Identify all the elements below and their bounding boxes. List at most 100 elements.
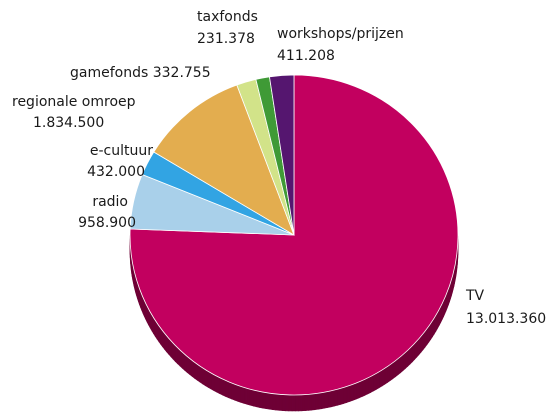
label-radio-value: 958.900 [78, 215, 136, 231]
label-workshops-value: 411.208 [277, 48, 335, 64]
slice-side-tv [349, 383, 354, 402]
pie-labels: TV 13.013.360 radio 958.900 e-cultuur 43… [12, 9, 546, 327]
slice-side-tv [272, 393, 277, 411]
slice-side-tv [405, 349, 409, 370]
slice-side-tv [166, 334, 169, 356]
label-gamefonds: gamefonds 332.755 [70, 65, 211, 81]
label-regionale-omroep-value: 1.834.500 [33, 115, 104, 131]
label-ecultuur-name: e-cultuur [90, 143, 153, 159]
slice-side-tv [381, 367, 386, 387]
slice-side-tv [358, 380, 363, 399]
slice-side-tv [314, 392, 319, 411]
slice-side-tv [355, 381, 360, 400]
slice-side-tv [231, 382, 235, 401]
slice-workshops-prijzen [269, 74, 295, 236]
label-workshops-name: workshops/prijzen [277, 26, 404, 42]
slice-side-tv [265, 392, 270, 410]
slice-side-tv [172, 342, 176, 363]
slice-side-tv [210, 372, 215, 392]
slice-side-tv [392, 360, 396, 380]
slice-side-tv [311, 393, 316, 411]
slice-side-tv [181, 351, 185, 371]
slice-side-tv [376, 371, 380, 390]
slice-side-tv [219, 377, 223, 396]
slice-side-tv [186, 355, 190, 376]
slice-side-tv [275, 393, 280, 411]
pie-slices [129, 74, 459, 396]
slice-side-tv [361, 378, 366, 398]
slice-side-tv [295, 394, 299, 412]
slice-side-tv [170, 339, 174, 360]
slice-side-tv [278, 394, 283, 411]
slice-side-tv [249, 388, 254, 407]
slice-side-tv [402, 351, 406, 372]
slice-side-tv [228, 381, 232, 400]
slice-side-tv [268, 392, 273, 410]
slice-side-tv [308, 393, 312, 411]
slice-side-tv [256, 390, 260, 408]
slice-side-tv [389, 362, 394, 382]
slice-side-tv [189, 357, 193, 378]
slice-side-tv [373, 372, 377, 392]
slice-side-tv [262, 391, 267, 410]
slice-side-tv [407, 347, 411, 367]
slice-side-tv [387, 364, 391, 383]
slice-side-tv [205, 369, 209, 388]
slice-side-tv [291, 394, 296, 412]
slice-side-tv [346, 385, 351, 403]
slice-side-tv [418, 335, 422, 356]
slice-regionale-omroep [153, 84, 295, 236]
slice-side-tv [237, 384, 241, 403]
slice-side-tv [191, 359, 196, 379]
slice-side-tv [352, 382, 357, 401]
slice-side-tv [243, 386, 248, 405]
slice-side-tv [412, 342, 415, 363]
slice-side-tv [179, 349, 183, 369]
slice-side-tv [364, 377, 369, 396]
slice-side-tv [234, 383, 238, 402]
slice-side-tv [240, 385, 245, 404]
slice-side-tv [317, 392, 322, 410]
slice-side-tv [259, 391, 264, 409]
slice-side-tv [333, 388, 338, 407]
label-radio-name: radio [92, 194, 128, 210]
slice-side-tv [304, 394, 309, 411]
slice-side-tv [174, 344, 178, 365]
label-ecultuur-value: 432.000 [87, 164, 145, 180]
slice-side-tv [327, 390, 332, 408]
slice-side-tv [207, 370, 212, 390]
slice-side-tv [225, 379, 229, 399]
slice-side-tv [384, 365, 388, 385]
slice-side-tv [414, 340, 418, 361]
slice-side-tv [246, 387, 251, 406]
slice-side-tv [343, 386, 348, 404]
slice-side-tv [409, 344, 413, 365]
slice-side-tv [222, 378, 226, 397]
slice-side-tv [213, 374, 218, 393]
slice-side-tv [397, 356, 401, 376]
slice-side-tv [252, 389, 257, 408]
slice-side-tv [184, 353, 188, 373]
slice-side-tv [416, 337, 420, 358]
label-taxfonds-name: taxfonds [197, 9, 258, 25]
slice-side-tv [324, 391, 329, 409]
label-taxfonds-value: 231.378 [197, 31, 255, 47]
slice-side-tv [285, 394, 290, 412]
slice-side-tv [321, 391, 325, 410]
slice-side-tv [288, 394, 293, 412]
slice-side-tv [301, 394, 306, 412]
label-tv-value: 13.013.360 [466, 311, 546, 327]
slice-side-tv [367, 375, 372, 395]
slice-side-tv [330, 389, 335, 408]
label-tv-name: TV [465, 288, 485, 304]
slice-side-tv [177, 346, 181, 367]
slice-side-tv [340, 387, 344, 405]
slice-side-tv [281, 394, 286, 412]
slice-side-tv [199, 365, 203, 385]
slice-side-tv [298, 394, 303, 412]
slice-side-tv [197, 363, 201, 383]
slice-side-tv [168, 337, 172, 358]
slice-side-tv [370, 374, 374, 393]
slice-side-tv [216, 375, 220, 395]
